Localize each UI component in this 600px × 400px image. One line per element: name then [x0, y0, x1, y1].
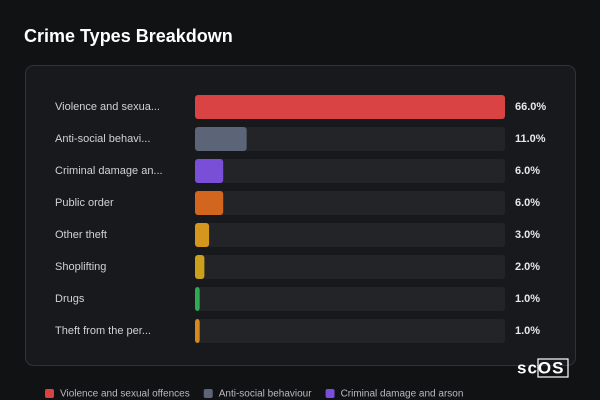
bar-track — [195, 127, 505, 151]
category-label: Drugs — [55, 293, 85, 305]
category-label: Theft from the per... — [55, 325, 151, 337]
bar-track — [195, 319, 505, 343]
bar — [195, 319, 200, 343]
legend-label: Anti-social behaviour — [219, 389, 312, 400]
bar-track — [195, 159, 505, 183]
bar — [195, 287, 200, 311]
bar-track — [195, 287, 505, 311]
value-label: 1.0% — [515, 325, 540, 337]
category-label: Public order — [55, 197, 114, 209]
category-label: Other theft — [55, 229, 107, 241]
value-label: 11.0% — [515, 133, 546, 145]
bar-track — [195, 223, 505, 247]
bar — [195, 127, 247, 151]
bar — [195, 95, 505, 119]
category-label: Violence and sexua... — [55, 101, 160, 113]
legend-swatch — [45, 389, 54, 398]
category-label: Shoplifting — [55, 261, 106, 273]
category-label: Criminal damage an... — [55, 165, 163, 177]
category-label: Anti-social behavi... — [55, 133, 150, 145]
bar-track — [195, 191, 505, 215]
value-label: 3.0% — [515, 229, 540, 241]
legend-label: Criminal damage and arson — [341, 389, 464, 400]
value-label: 66.0% — [515, 101, 546, 113]
value-label: 6.0% — [515, 197, 540, 209]
bar — [195, 191, 224, 215]
value-label: 1.0% — [515, 293, 540, 305]
bar-track — [195, 255, 505, 279]
watermark-box — [537, 358, 569, 378]
legend-swatch — [203, 389, 213, 398]
watermark: scOS — [517, 358, 564, 377]
chart-title: Crime Types Breakdown — [24, 26, 233, 46]
value-label: 2.0% — [515, 261, 540, 273]
value-label: 6.0% — [515, 165, 540, 177]
legend-label: Violence and sexual offences — [60, 389, 190, 400]
legend-swatch — [325, 389, 335, 398]
bar — [195, 159, 224, 183]
bar — [195, 255, 205, 279]
bar — [195, 223, 210, 247]
